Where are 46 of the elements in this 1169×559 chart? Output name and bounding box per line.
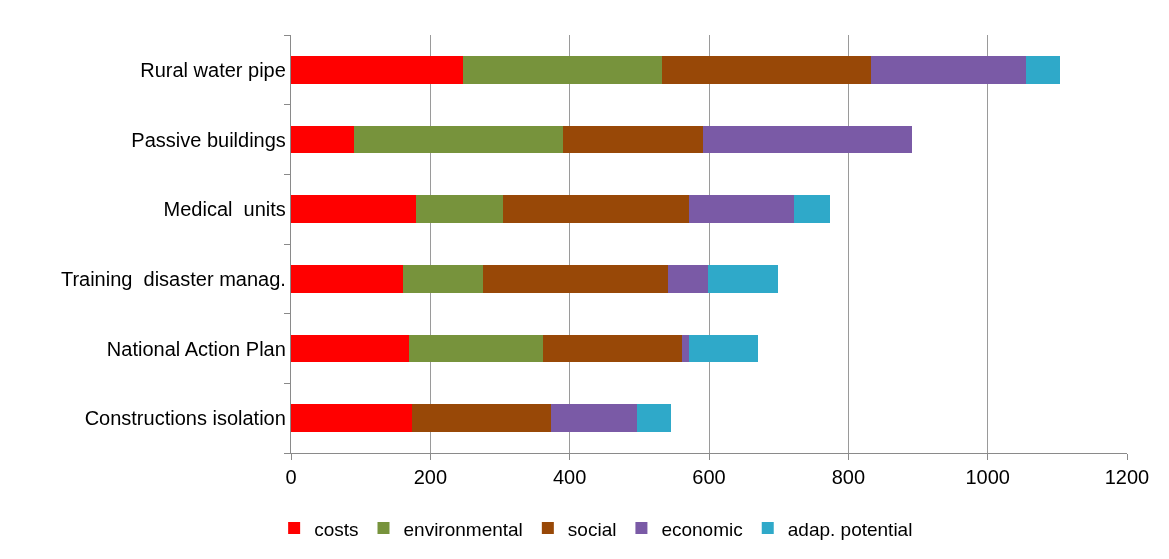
bar — [291, 55, 464, 84]
bar — [291, 404, 412, 433]
bar — [562, 125, 703, 154]
bar — [416, 195, 503, 224]
bar — [708, 264, 778, 293]
bar — [1025, 55, 1061, 84]
x-tick-label: 1200 — [1104, 466, 1150, 489]
bar — [409, 334, 543, 363]
y-tick-label: Constructions isolation — [84, 407, 286, 430]
bar — [793, 195, 830, 224]
legend-label: economic — [661, 518, 743, 540]
x-tick-label: 1000 — [965, 466, 1010, 489]
legend-label: costs — [314, 518, 359, 540]
bar — [550, 404, 637, 433]
y-tick-label: National Action Plan — [106, 337, 286, 360]
bar — [502, 195, 689, 224]
x-tick-label: 0 — [285, 466, 297, 489]
bar — [688, 195, 794, 224]
x-tick-label: 600 — [692, 466, 726, 489]
bar — [681, 334, 689, 363]
x-tick-label: 400 — [552, 466, 587, 489]
bar — [702, 125, 912, 154]
bar — [463, 55, 663, 84]
bar — [291, 195, 417, 224]
legend-label: social — [567, 518, 617, 540]
y-tick-label: Rural water pipe — [140, 58, 286, 81]
y-tick-label: Passive buildings — [131, 128, 286, 151]
legend-label: environmental — [403, 518, 523, 540]
y-tick-label: Medical units — [163, 198, 286, 221]
bar — [688, 334, 759, 363]
legend-label: adap. potential — [787, 518, 913, 540]
bar — [291, 334, 410, 363]
bar — [871, 55, 1026, 84]
bar — [542, 334, 682, 363]
bar — [636, 404, 671, 433]
bar — [482, 264, 668, 293]
bar — [667, 264, 709, 293]
bar — [403, 264, 483, 293]
bar — [662, 55, 872, 84]
x-tick-label: 200 — [413, 466, 448, 489]
bar — [291, 125, 354, 154]
x-tick-label: 800 — [831, 466, 866, 489]
y-tick-label: Training disaster manag. — [60, 267, 286, 290]
bar — [353, 125, 563, 154]
bar — [291, 264, 404, 293]
bar — [411, 404, 551, 433]
